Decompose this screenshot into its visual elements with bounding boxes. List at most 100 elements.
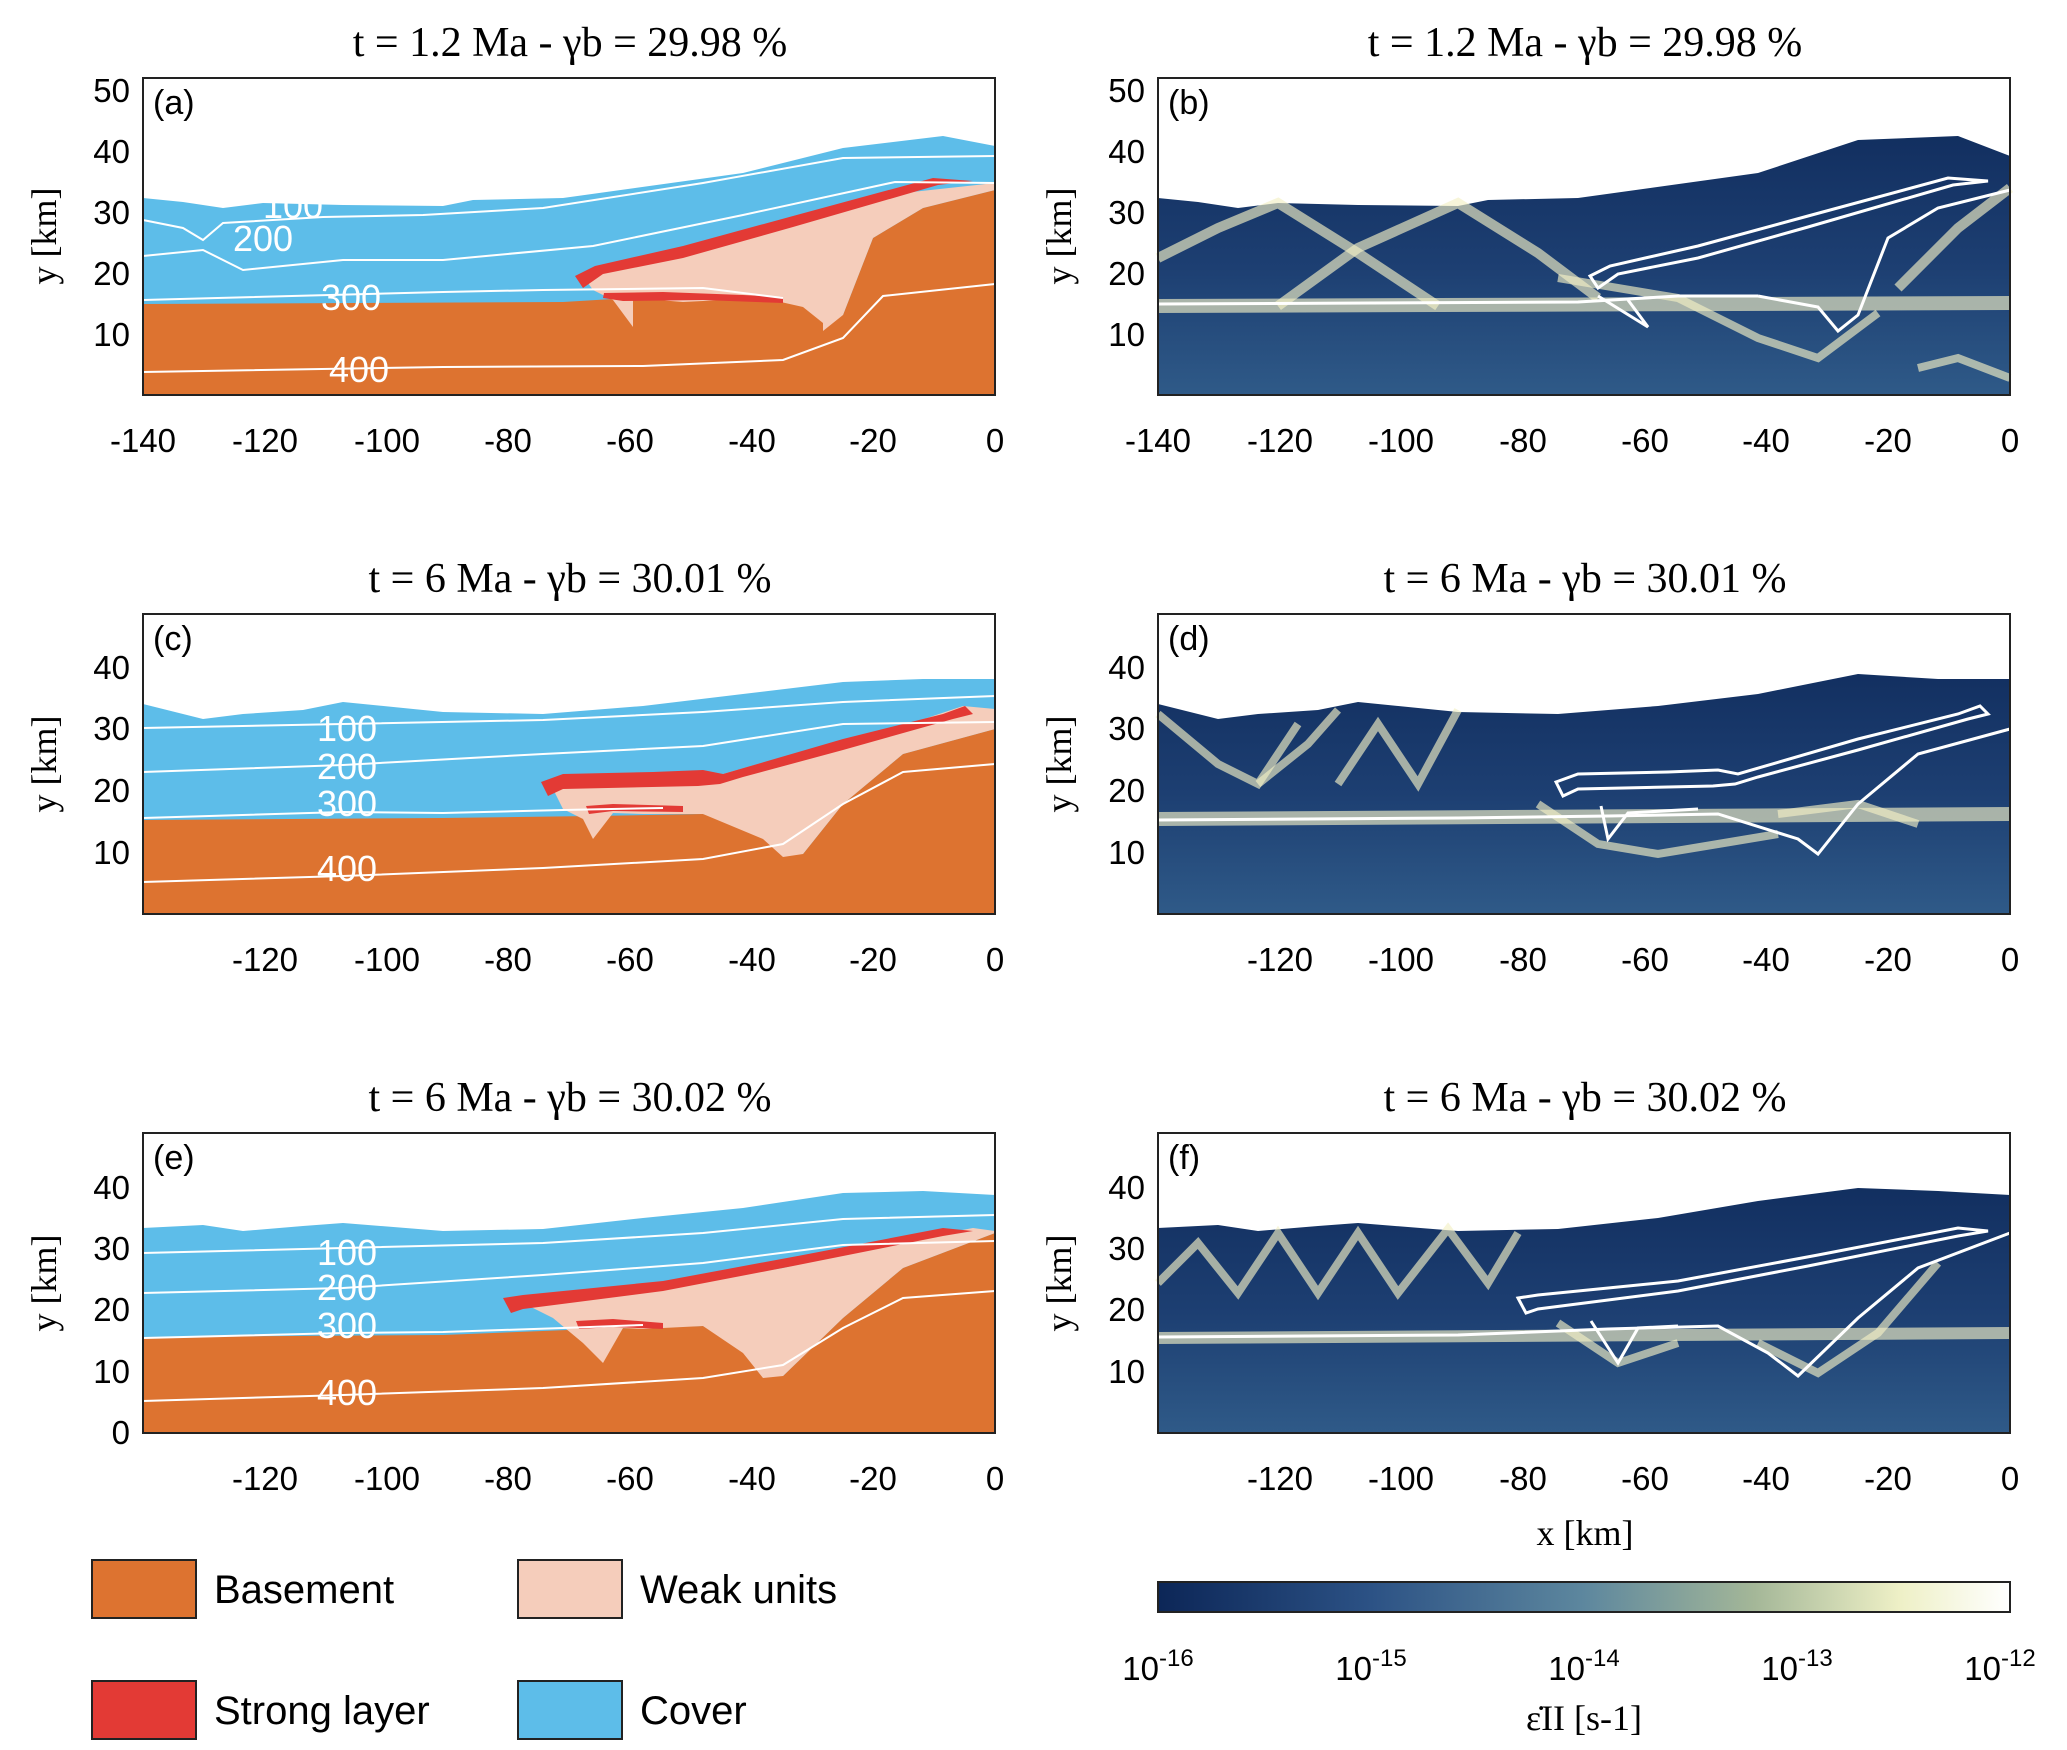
- plot-area: [1155, 1132, 2011, 1434]
- tick-exponent: -15: [1372, 1645, 1407, 1672]
- axes-box: [1157, 613, 2011, 915]
- panel-title: t = 6 Ma - γb = 30.01 %: [1383, 556, 1786, 602]
- x-tick-label: -20: [1864, 422, 1912, 459]
- x-tick-label: -80: [484, 941, 532, 978]
- y-tick-label: 30: [93, 194, 130, 231]
- plot-area: [1155, 77, 2014, 396]
- legend-label: Cover: [640, 1689, 747, 1733]
- tick-exponent: -16: [1159, 1645, 1194, 1672]
- x-tick-label: -100: [354, 1460, 420, 1497]
- y-tick-label: 40: [93, 649, 130, 686]
- phase-boundaries: [1157, 176, 2011, 334]
- isotherm-label: 400: [317, 1372, 377, 1413]
- x-tick-label: 0: [986, 422, 1004, 459]
- x-tick-label: -60: [606, 422, 654, 459]
- panel-label: (d): [1168, 620, 1210, 658]
- x-tick-label: -60: [606, 1460, 654, 1497]
- basement-area: [143, 190, 995, 395]
- tick-exponent: -14: [1585, 1645, 1620, 1672]
- plot-area: 100 200 300 400: [142, 77, 996, 396]
- x-tick-label: 0: [2001, 1460, 2019, 1497]
- y-tick-label: 10: [93, 1353, 130, 1390]
- colorbar-ticks: 10-16 10-15 10-14 10-13 10-12: [1122, 1645, 2035, 1687]
- air-region: [1158, 78, 2010, 208]
- tick-exponent: -13: [1798, 1645, 1833, 1672]
- y-tick-label: 10: [1108, 834, 1145, 871]
- x-tick-label: -120: [232, 941, 298, 978]
- isotherms: [142, 695, 996, 883]
- panel-title: t = 6 Ma - γb = 30.02 %: [368, 1075, 771, 1121]
- y-tick-label: 40: [1108, 649, 1145, 686]
- legend-label: Weak units: [640, 1568, 837, 1612]
- x-tick-label: -60: [1621, 422, 1669, 459]
- y-tick-label: 20: [1108, 255, 1145, 292]
- x-tick-label: -140: [110, 422, 176, 459]
- x-tick-label: -20: [849, 941, 897, 978]
- isotherm-label: 200: [317, 1267, 377, 1308]
- colorbar-tick-label: 10-12: [1964, 1645, 2035, 1687]
- y-tick-label: 40: [93, 1169, 130, 1206]
- y-axis-label: y [km]: [1039, 188, 1079, 285]
- x-tick-label: -60: [1621, 1460, 1669, 1497]
- x-tick-label: -100: [1368, 1460, 1434, 1497]
- x-tick-label: 0: [2001, 941, 2019, 978]
- x-tick-label: -120: [232, 1460, 298, 1497]
- y-axis-label: y [km]: [24, 716, 64, 813]
- panel-a: t = 1.2 Ma - γb = 29.98 % 100 200 300 40…: [24, 20, 1004, 459]
- colorbar-label: ε̇II [s-1]: [1526, 1698, 1642, 1738]
- panel-label: (b): [1168, 84, 1210, 122]
- x-tick-label: -100: [354, 422, 420, 459]
- x-ticks: -120 -100 -80 -60 -40 -20 0: [1247, 941, 2019, 978]
- legend-label: Strong layer: [214, 1689, 430, 1733]
- panel-title: t = 6 Ma - γb = 30.01 %: [368, 556, 771, 602]
- strong-layer-area: [603, 292, 783, 303]
- y-axis-label: y [km]: [24, 1235, 64, 1332]
- x-tick-label: -120: [1247, 422, 1313, 459]
- x-tick-label: -120: [232, 422, 298, 459]
- y-tick-label: 40: [93, 133, 130, 170]
- strong-layer-area: [503, 1228, 973, 1313]
- y-ticks: 10 20 30 40: [93, 649, 130, 871]
- phase-boundaries: [1157, 1226, 2011, 1378]
- x-ticks: -120 -100 -80 -60 -40 -20 0: [232, 941, 1004, 978]
- y-tick-label: 20: [93, 1291, 130, 1328]
- phase-boundaries: [1157, 704, 2011, 857]
- x-tick-label: -60: [1621, 941, 1669, 978]
- weak-unit-area: [523, 1228, 995, 1378]
- y-ticks: 10 20 30 40 50: [93, 72, 130, 353]
- axes-box: [1157, 1132, 2011, 1434]
- axes-box: [142, 613, 996, 915]
- y-tick-label: 10: [1108, 1353, 1145, 1390]
- air-region: [1158, 614, 2010, 719]
- legend-swatch-basement: [91, 1559, 197, 1619]
- plot-area: 100 200 300 400: [142, 1132, 996, 1434]
- legend-swatch-strong-layer: [91, 1680, 197, 1740]
- isotherm-label: 200: [317, 746, 377, 787]
- y-axis-label: y [km]: [1039, 1235, 1079, 1332]
- legend-swatch-cover: [517, 1680, 623, 1740]
- colorbar-tick-label: 10-14: [1548, 1645, 1619, 1687]
- x-ticks: -140 -120 -100 -80 -60 -40 -20 0: [1125, 422, 2019, 459]
- colorbar-gradient: [1157, 1581, 2011, 1613]
- plot-area: 100 200 300 400: [142, 613, 996, 915]
- panel-label: (c): [153, 620, 193, 658]
- x-tick-label: -140: [1125, 422, 1191, 459]
- x-tick-label: 0: [2001, 422, 2019, 459]
- y-tick-label: 10: [1108, 316, 1145, 353]
- y-tick-label: 30: [93, 1230, 130, 1267]
- x-tick-label: -120: [1247, 1460, 1313, 1497]
- panel-label: (f): [1168, 1139, 1200, 1177]
- isotherm-label: 400: [317, 848, 377, 889]
- air-region: [1158, 1133, 2010, 1231]
- axes-box: [1157, 77, 2011, 396]
- y-tick-label: 40: [1108, 133, 1145, 170]
- y-tick-label: 10: [93, 316, 130, 353]
- legend-swatch-weak-units: [517, 1559, 623, 1619]
- y-tick-label: 20: [1108, 772, 1145, 809]
- x-tick-label: -80: [1499, 941, 1547, 978]
- isotherm-label: 300: [317, 1305, 377, 1346]
- isotherm-label: 100: [317, 708, 377, 749]
- isotherms: [142, 1214, 996, 1402]
- colorbar: 10-16 10-15 10-14 10-13 10-12 ε̇II [s-1]: [1122, 1581, 2036, 1738]
- y-tick-label: 0: [112, 1414, 130, 1451]
